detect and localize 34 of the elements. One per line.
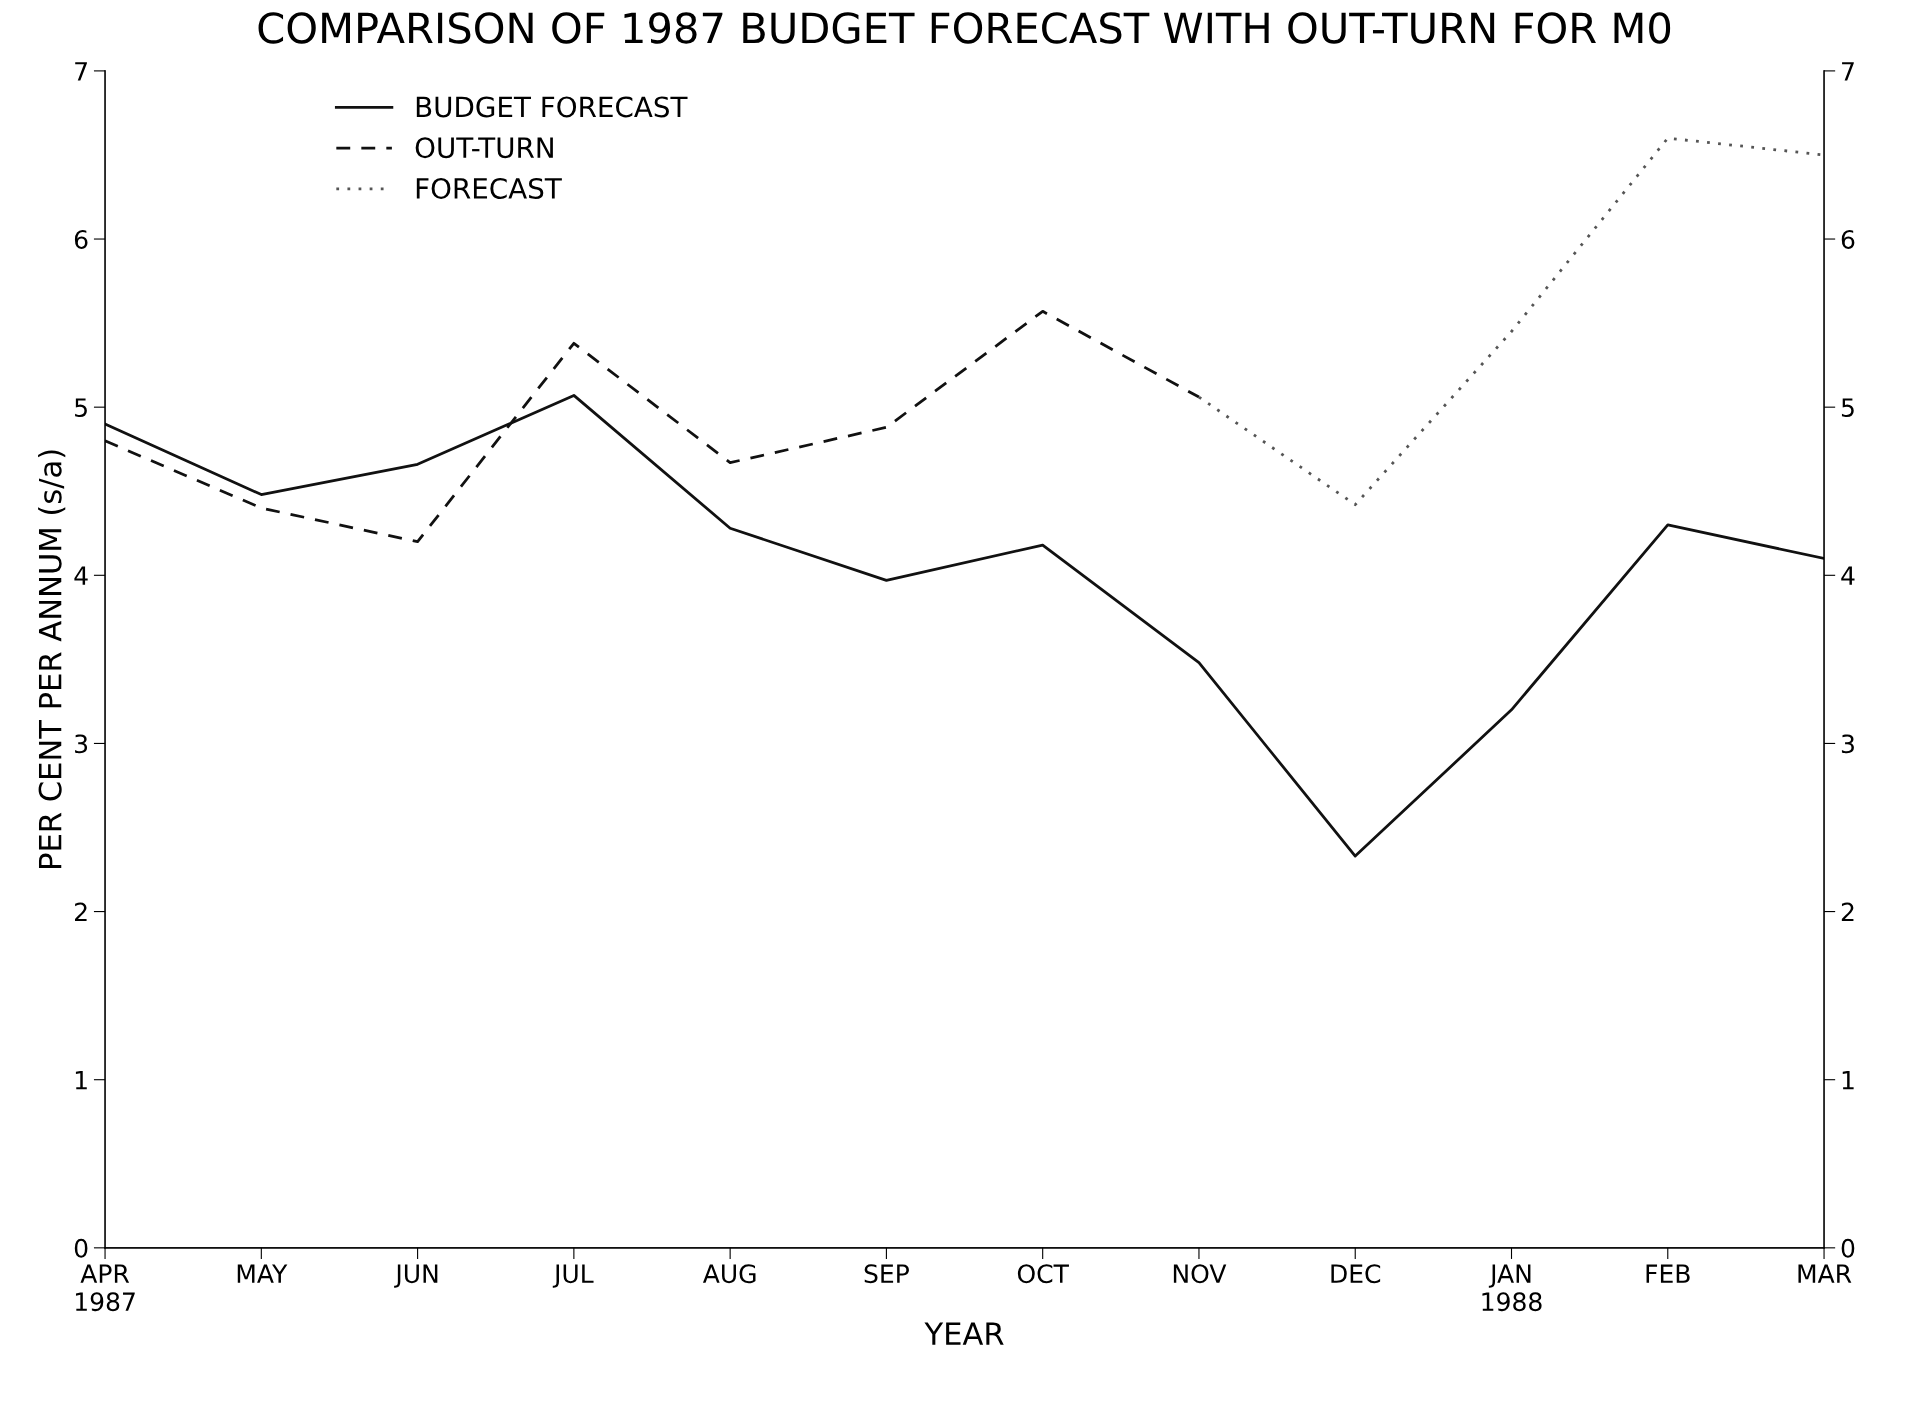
legend-label: FORECAST (416, 177, 562, 199)
y-tick-label: 6 (74, 229, 88, 249)
y-tick-label: 7 (75, 62, 87, 81)
y2-tick-label: 5 (1841, 398, 1854, 418)
x-tick-label: APR 1987 (75, 1264, 135, 1312)
y2-tick-label: 3 (1841, 734, 1854, 754)
y2-tick-label: 2 (1841, 902, 1854, 922)
x-tick-label: JUN (394, 1264, 438, 1288)
x-tick-label: FEB (1646, 1264, 1690, 1283)
x-tick-label: AUG (702, 1264, 756, 1284)
y-tick-label: 5 (75, 398, 87, 418)
y-tick-label: 2 (75, 902, 87, 922)
y-tick-label: 1 (75, 1070, 87, 1090)
y-axis-title: PER CENT PER ANNUM (s/a) (38, 450, 66, 868)
x-tick-label: JAN 1988 (1482, 1264, 1542, 1312)
x-tick-label: SEP (864, 1264, 909, 1284)
y-tick-label: 3 (75, 734, 88, 754)
x-tick-label: MAR (1798, 1264, 1852, 1283)
y2-tick-label: 7 (1842, 62, 1854, 81)
legend-label: BUDGET FORECAST (416, 96, 688, 118)
x-tick-label: DEC (1331, 1264, 1381, 1284)
y2-tick-label: 4 (1841, 566, 1855, 585)
y-tick-label: 0 (74, 1238, 88, 1258)
y-tick-label: 4 (74, 566, 88, 585)
y2-tick-label: 1 (1842, 1070, 1854, 1090)
x-tick-label: OCT (1017, 1264, 1069, 1284)
y2-tick-label: 0 (1841, 1238, 1855, 1258)
y2-tick-label: 6 (1841, 229, 1855, 249)
x-tick-label: NOV (1173, 1264, 1227, 1284)
chart-title: COMPARISON OF 1987 BUDGET FORECAST WITH OUT-TURN FOR M0 (258, 12, 1671, 44)
x-tick-label: JUL (552, 1264, 594, 1288)
x-tick-label: MAY (237, 1264, 288, 1283)
x-axis-title: YEAR (924, 1322, 1004, 1345)
legend-label: OUT-TURN (415, 137, 553, 159)
